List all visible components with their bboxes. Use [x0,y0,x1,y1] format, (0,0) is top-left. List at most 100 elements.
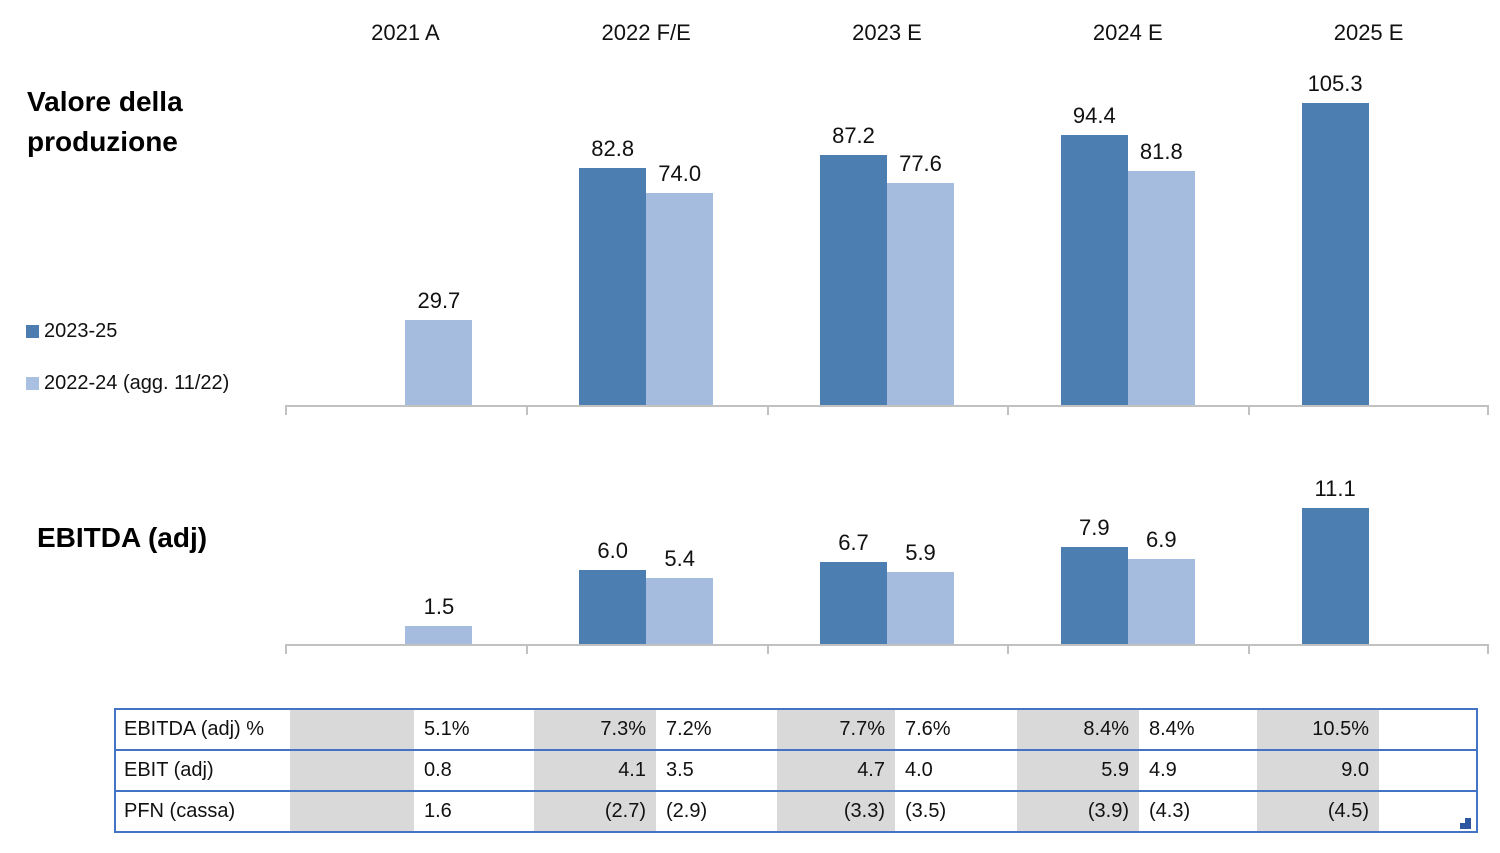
axis-tick-icon [1248,646,1251,654]
bar-value-label: 94.4 [1072,103,1116,128]
axis-tick-icon [1007,646,1010,654]
table-cell: 5.9 [1017,751,1139,790]
table-fill-handle-icon [1460,818,1471,829]
axis-tick-icon [1487,646,1489,654]
bar-value-label: 74.0 [658,161,702,186]
table-cell: (4.5) [1257,792,1379,831]
table-row-label: EBITDA (adj) % [124,718,265,740]
table-cell: 10.5% [1257,710,1379,749]
bar [1301,103,1369,405]
table-cell [1379,751,1476,790]
table-cell: 8.4% [1139,710,1257,749]
legend-item-2022-24: 2022-24 (agg. 11/22) [26,372,229,395]
bar-value-label: 82.8 [591,136,635,161]
table-cell: 5.1% [414,710,534,749]
year-headers: 2021 A 2022 F/E 2023 E 2024 E 2025 E [285,20,1489,50]
table-cell [290,751,414,790]
legend-swatch-dark-icon [26,325,39,338]
table-cell: (3.9) [1017,792,1139,831]
table-cell: 7.3% [534,710,656,749]
table-cell: 7.2% [656,710,777,749]
axis-tick-icon [285,646,287,654]
table-cell: 1.6 [414,792,534,831]
table-row: EBITDA (adj) % 5.1% 7.3% 7.2% 7.7% 7.6% 8.4% 8.… [116,710,1476,749]
bar [1060,135,1128,405]
bar-value-label: 6.0 [597,538,628,563]
table-cell: (3.3) [777,792,895,831]
chart2-title: EBITDA (adj) [37,518,297,558]
year-header: 2025 E [1333,20,1404,45]
bar [887,572,954,644]
table-cell [1379,710,1476,749]
table-cell: 0.8 [414,751,534,790]
bar-value-label: 77.6 [899,151,942,176]
table-row: EBIT (adj) 0.8 4.1 3.5 4.7 4.0 5.9 4.9 9.0 [116,749,1476,790]
bar [646,578,714,644]
table-cell: (2.9) [656,792,777,831]
axis-tick-icon [1007,407,1010,415]
table-cell: 9.0 [1257,751,1379,790]
bar-value-label: 1.5 [423,594,455,619]
table-cell [290,792,414,831]
bar-value-label: 6.9 [1146,527,1177,552]
axis-tick-icon [525,407,528,415]
table-row-label: EBIT (adj) [124,759,214,781]
bar [405,320,473,405]
axis-tick-icon [285,407,287,415]
bar [579,168,647,405]
bar [579,570,647,644]
year-header: 2022 F/E [601,20,691,45]
axis-tick-icon [766,646,769,654]
bar-value-label: 81.8 [1139,139,1183,164]
bar-value-label: 6.7 [838,530,869,555]
bar [1127,171,1195,405]
legend-swatch-light-icon [26,377,39,390]
table-row: PFN (cassa) 1.6 (2.7) (2.9) (3.3) (3.5) (3.9)(… [116,790,1476,831]
table-cell: (4.3) [1139,792,1257,831]
year-header: 2023 E [852,20,922,45]
bar [820,155,887,405]
table-cell: 7.7% [777,710,895,749]
chart-ebitda: 1.5 6.0 5.4 6.7 5.9 7.9 6.9 11.1 [285,476,1489,654]
table-cell: 4.7 [777,751,895,790]
legend-label: 2023-25 [44,320,118,342]
bar [1301,508,1369,644]
bar [405,626,473,644]
bar-value-label: 87.2 [832,123,875,148]
axis-tick-icon [1248,407,1251,415]
bar [1060,547,1128,644]
axis-tick-icon [766,407,769,415]
bar-value-label: 29.7 [417,288,461,313]
table-cell [290,710,414,749]
chart-valore-produzione: 29.7 82.8 74.0 87.2 77.6 94.4 81.8 105.3 [285,71,1489,415]
table-cell: 8.4% [1017,710,1139,749]
chart1-title: Valore della produzione [27,82,237,162]
year-header: 2024 E [1092,20,1163,45]
axis-tick-icon [525,646,528,654]
chart2-title-text: EBITDA (adj) [37,522,208,553]
kpi-table: EBITDA (adj) % 5.1% 7.3% 7.2% 7.7% 7.6% 8.4% 8.… [114,708,1478,833]
bar [1127,559,1195,644]
chart1-title-text: Valore della produzione [27,86,183,157]
bar [887,183,954,405]
table-row-label: PFN (cassa) [124,800,236,822]
x-axis-line [285,644,1489,646]
legend-label: 2022-24 (agg. 11/22) [44,372,230,394]
table-cell [1379,792,1476,831]
year-header: 2021 A [371,20,440,45]
table-cell: 7.6% [895,710,1017,749]
table-cell: 4.0 [895,751,1017,790]
bar [820,562,887,644]
legend-item-2023-25: 2023-25 [26,320,117,343]
bar-value-label: 7.9 [1079,515,1110,540]
table-cell: 3.5 [656,751,777,790]
bar [646,193,714,405]
bar-value-label: 11.1 [1314,476,1356,501]
bar-value-label: 5.9 [905,540,936,565]
x-axis-line [285,405,1489,407]
axis-tick-icon [1487,407,1489,415]
table-cell: (3.5) [895,792,1017,831]
bar-value-label: 5.4 [664,546,695,571]
table-cell: (2.7) [534,792,656,831]
